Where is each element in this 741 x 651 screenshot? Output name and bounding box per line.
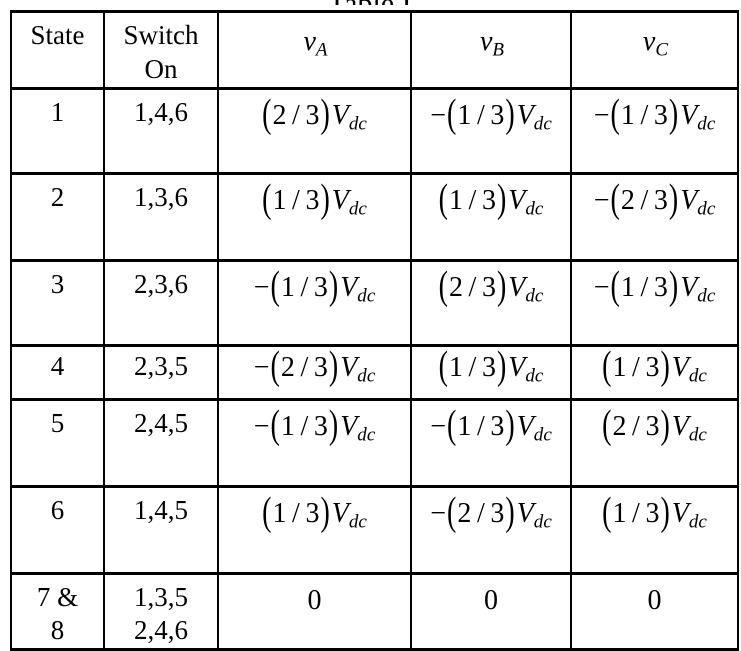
cell-vc: −(1 / 3)Vdc xyxy=(570,86,739,175)
cell-switch-on: 1,3,5 2,4,6 xyxy=(103,571,219,651)
cell-vb: (2 / 3)Vdc xyxy=(410,258,572,347)
col-header-switch-on: Switch On xyxy=(103,10,219,90)
cell-vc: −(2 / 3)Vdc xyxy=(570,171,739,262)
cell-switch-on: 2,3,5 xyxy=(103,343,219,401)
header-row: State Switch On vA vB vC xyxy=(10,10,739,90)
table-row-state-5: 5 2,4,5 −(1 / 3)Vdc −(1 / 3)Vdc (2 / 3)V… xyxy=(10,397,739,488)
cell-switch-on: 2,3,6 xyxy=(103,258,219,347)
cell-switch-on: 1,4,6 xyxy=(103,86,219,175)
table-caption: Table I. xyxy=(10,0,737,5)
cell-va: −(2 / 3)Vdc xyxy=(217,343,412,401)
cell-va: 0 xyxy=(217,571,412,651)
cell-va: −(1 / 3)Vdc xyxy=(217,258,412,347)
switching-states-table: State Switch On vA vB vC 1 1,4,6 (2 / 3)V… xyxy=(10,10,739,651)
cell-vb: 0 xyxy=(410,571,572,651)
cell-va: (2 / 3)Vdc xyxy=(217,86,412,175)
cell-vc: (1 / 3)Vdc xyxy=(570,343,739,401)
cell-vb: (1 / 3)Vdc xyxy=(410,343,572,401)
col-header-state: State xyxy=(10,10,105,90)
col-header-vc: vC xyxy=(570,10,739,90)
cell-state: 4 xyxy=(10,343,105,401)
cell-state: 1 xyxy=(10,86,105,175)
table-row-state-6: 6 1,4,5 (1 / 3)Vdc −(2 / 3)Vdc (1 / 3)Vd… xyxy=(10,484,739,575)
table-row-state-3: 3 2,3,6 −(1 / 3)Vdc (2 / 3)Vdc −(1 / 3)V… xyxy=(10,258,739,347)
cell-state: 7 & 8 xyxy=(10,571,105,651)
cell-switch-on: 2,4,5 xyxy=(103,397,219,488)
table-caption-text: Table I. xyxy=(328,0,419,5)
cell-switch-on: 1,4,5 xyxy=(103,484,219,575)
cell-va: (1 / 3)Vdc xyxy=(217,484,412,575)
col-header-vb: vB xyxy=(410,10,572,90)
cell-vc: (1 / 3)Vdc xyxy=(570,484,739,575)
cell-vb: (1 / 3)Vdc xyxy=(410,171,572,262)
cell-va: (1 / 3)Vdc xyxy=(217,171,412,262)
cell-vb: −(2 / 3)Vdc xyxy=(410,484,572,575)
table-row-state-4: 4 2,3,5 −(2 / 3)Vdc (1 / 3)Vdc (1 / 3)Vd… xyxy=(10,343,739,401)
cell-vb: −(1 / 3)Vdc xyxy=(410,86,572,175)
table-row-state-2: 2 1,3,6 (1 / 3)Vdc (1 / 3)Vdc −(2 / 3)Vd… xyxy=(10,171,739,262)
cell-vc: −(1 / 3)Vdc xyxy=(570,258,739,347)
cell-vb: −(1 / 3)Vdc xyxy=(410,397,572,488)
cell-vc: 0 xyxy=(570,571,739,651)
col-header-va: vA xyxy=(217,10,412,90)
cell-state: 6 xyxy=(10,484,105,575)
cell-state: 5 xyxy=(10,397,105,488)
cell-switch-on: 1,3,6 xyxy=(103,171,219,262)
cell-vc: (2 / 3)Vdc xyxy=(570,397,739,488)
cell-va: −(1 / 3)Vdc xyxy=(217,397,412,488)
cell-state: 3 xyxy=(10,258,105,347)
cell-state: 2 xyxy=(10,171,105,262)
table-row-states-7-8: 7 & 8 1,3,5 2,4,6 0 0 0 xyxy=(10,571,739,651)
table-row-state-1: 1 1,4,6 (2 / 3)Vdc −(1 / 3)Vdc −(1 / 3)V… xyxy=(10,86,739,175)
